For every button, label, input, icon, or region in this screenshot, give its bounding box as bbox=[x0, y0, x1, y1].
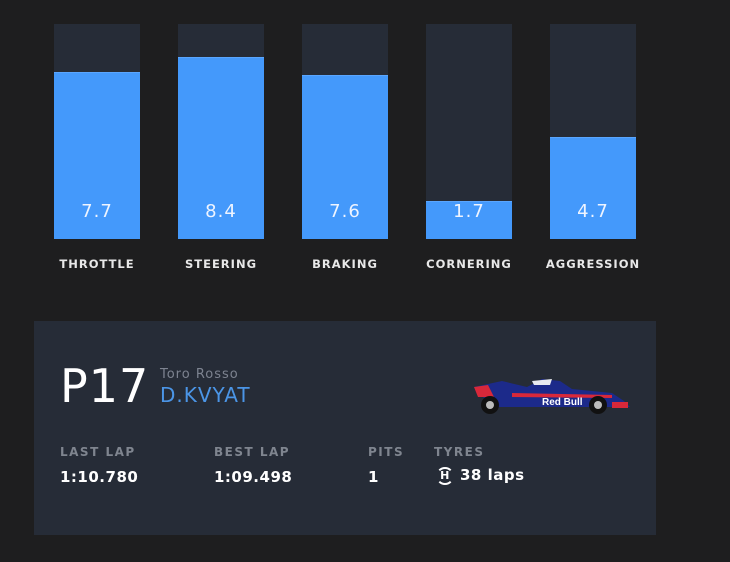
hard-tyre-icon: H bbox=[436, 466, 454, 485]
bar-value-label: 4.7 bbox=[577, 201, 609, 222]
category-label: CORNERING bbox=[426, 257, 512, 271]
bar-value-label: 7.6 bbox=[329, 201, 361, 222]
bar-cornering bbox=[426, 201, 512, 239]
bar-value-label: 1.7 bbox=[453, 201, 485, 222]
category-label: STEERING bbox=[184, 257, 258, 271]
position: P17 bbox=[60, 359, 150, 413]
bar-throttle bbox=[54, 72, 140, 239]
pits-label: PITS bbox=[368, 445, 405, 459]
category-label: BRAKING bbox=[312, 257, 378, 271]
tyres-value: H 38 laps bbox=[436, 466, 525, 485]
bar-value-label: 8.4 bbox=[205, 201, 237, 222]
bar-aggression bbox=[550, 137, 636, 239]
last-lap-value: 1:10.780 bbox=[60, 468, 139, 486]
bar-track-aggression: 4.7 bbox=[550, 24, 636, 239]
bar-track-braking: 7.6 bbox=[302, 24, 388, 239]
pits-value: 1 bbox=[368, 468, 379, 486]
bar-steering bbox=[178, 57, 264, 239]
best-lap-label: BEST LAP bbox=[214, 445, 291, 459]
car-icon: Red Bull bbox=[474, 379, 630, 414]
svg-text:Red Bull: Red Bull bbox=[542, 397, 583, 408]
bar-braking bbox=[302, 75, 388, 239]
bar-track-steering: 8.4 bbox=[178, 24, 264, 239]
bar-track-cornering: 1.7 bbox=[426, 24, 512, 239]
tyres-label: TYRES bbox=[434, 445, 485, 459]
last-lap-label: LAST LAP bbox=[60, 445, 136, 459]
driver-card: P17 Toro Rosso D.KVYAT Red Bull LAST LAP… bbox=[34, 321, 656, 535]
category-label: THROTTLE bbox=[59, 257, 135, 271]
category-label: AGGRESSION bbox=[545, 257, 641, 271]
bar-track-throttle: 7.7 bbox=[54, 24, 140, 239]
bar-value-label: 7.7 bbox=[81, 201, 113, 222]
driver-name: D.KVYAT bbox=[160, 383, 251, 407]
team-name: Toro Rosso bbox=[160, 367, 239, 382]
tyre-laps: 38 laps bbox=[460, 466, 525, 484]
best-lap-value: 1:09.498 bbox=[214, 468, 293, 486]
